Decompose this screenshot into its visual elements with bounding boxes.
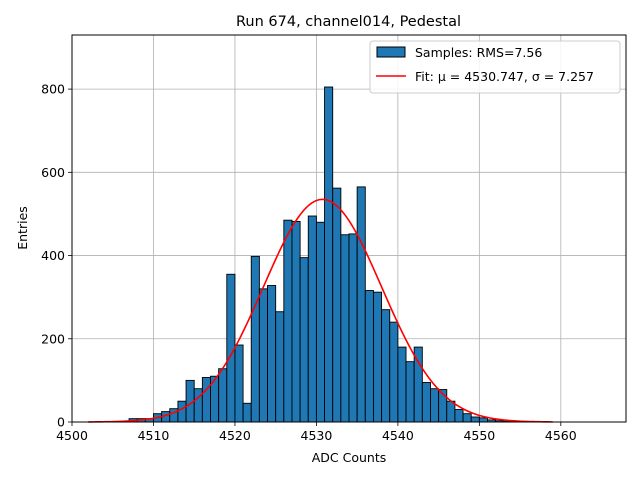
histogram-bar	[283, 219, 293, 423]
x-axis-label: ADC Counts	[312, 450, 387, 465]
legend-histogram-label: Samples: RMS=7.56	[415, 45, 542, 60]
x-tick-label: 4550	[463, 428, 495, 443]
histogram-bar	[218, 368, 228, 423]
histogram-bar	[397, 346, 407, 423]
histogram-bar	[234, 344, 244, 423]
x-tick-label: 4560	[545, 428, 577, 443]
x-axis-ticks: 4500 4510 4520 4530 4540 4550 4560	[56, 422, 577, 443]
y-axis-ticks: 0 200 400 600 800	[41, 82, 72, 430]
y-tick-label: 200	[41, 331, 65, 346]
histogram-bar	[372, 291, 383, 423]
histogram-bar	[340, 234, 350, 423]
x-tick-label: 4540	[382, 428, 414, 443]
y-axis-label: Entries	[15, 206, 30, 250]
legend-fit-label: Fit: μ = 4530.747, σ = 7.257	[415, 69, 594, 84]
y-tick-label: 800	[41, 82, 65, 97]
histogram-bar	[315, 221, 326, 423]
histogram-bar	[364, 290, 374, 423]
legend-histogram-swatch	[376, 46, 406, 58]
histogram-bar	[250, 255, 260, 423]
x-tick-label: 4530	[301, 428, 333, 443]
fit-curve	[88, 198, 553, 423]
x-tick-label: 4510	[138, 428, 170, 443]
histogram-bar	[275, 311, 285, 423]
histogram-bar	[193, 388, 203, 423]
histogram-bar	[177, 400, 187, 423]
y-tick-label: 0	[57, 415, 65, 430]
histogram-bar	[470, 416, 480, 423]
histogram-bar	[267, 285, 277, 423]
y-tick-label: 400	[41, 248, 65, 263]
histogram-bar	[258, 288, 268, 423]
histogram-bar	[381, 309, 391, 423]
histogram-bar	[324, 86, 334, 423]
histogram-bar	[478, 417, 488, 423]
histogram-bar	[421, 382, 431, 423]
histogram-bars	[128, 86, 513, 423]
histogram-bar	[332, 187, 342, 423]
legend: Samples: RMS=7.56 Fit: μ = 4530.747, σ =…	[369, 40, 621, 94]
x-tick-label: 4520	[219, 428, 251, 443]
histogram-bar	[405, 361, 415, 423]
histogram-bar	[389, 321, 399, 423]
histogram-bar	[201, 377, 211, 423]
histogram-bar	[242, 402, 252, 423]
x-tick-label: 4500	[56, 428, 88, 443]
histogram-bar	[430, 388, 440, 423]
y-tick-label: 600	[41, 165, 65, 180]
histogram-bar	[462, 413, 472, 423]
chart-title: Run 674, channel014, Pedestal	[236, 14, 461, 30]
histogram-bar	[226, 273, 236, 423]
histogram-bar	[299, 257, 309, 423]
histogram-bar	[307, 215, 317, 423]
histogram-bar	[454, 409, 464, 423]
plot-frame	[71, 34, 627, 423]
histogram-bar	[356, 186, 366, 423]
legend-box	[369, 40, 621, 94]
histogram-bar	[446, 400, 456, 423]
histogram-bar	[291, 220, 301, 423]
histogram-bar	[348, 233, 358, 423]
